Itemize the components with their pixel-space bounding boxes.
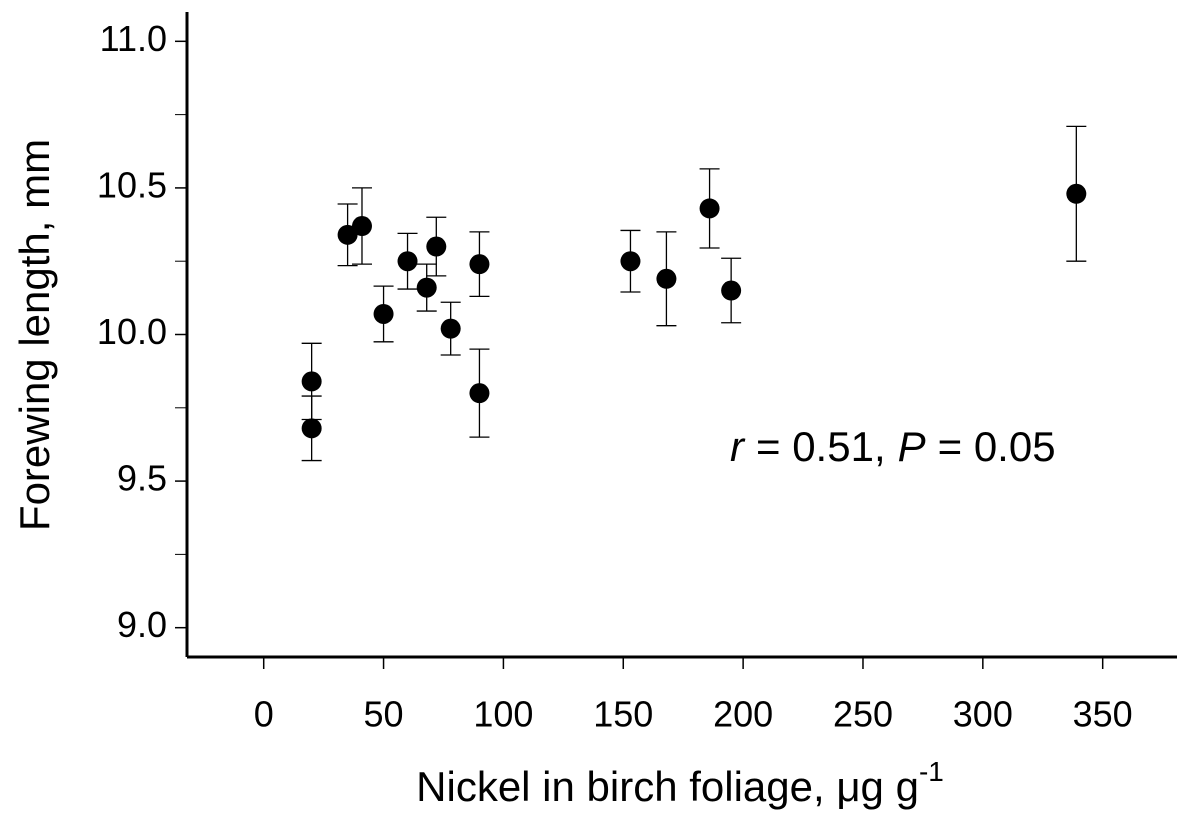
x-tick-label: 50 (364, 694, 404, 735)
y-tick-label: 11.0 (100, 18, 167, 59)
x-axis-label: Nickel in birch foliage, μg g-1 (416, 756, 944, 810)
annotation-r: r (730, 423, 746, 470)
x-tick-label: 250 (833, 694, 893, 735)
point (469, 254, 490, 275)
x-tick-label: 100 (473, 694, 533, 735)
point (656, 268, 677, 289)
point (301, 418, 322, 439)
point (373, 303, 394, 324)
point (397, 251, 418, 272)
y-tick-label: 9.0 (117, 604, 167, 645)
x-label-sup: -1 (919, 756, 944, 787)
point (469, 383, 490, 404)
point (440, 318, 461, 339)
point (1066, 183, 1087, 204)
x-tick-label: 300 (953, 694, 1013, 735)
y-tick-label: 10.5 (97, 164, 167, 205)
point (699, 198, 720, 219)
point (416, 277, 437, 298)
annotation-p: P (898, 423, 926, 470)
point (721, 280, 742, 301)
annotation: r = 0.51, P = 0.05 (730, 423, 1056, 470)
y-axis-label: Forewing length, mm (11, 139, 58, 531)
annotation-p-value: = 0.05 (938, 423, 1056, 470)
point (426, 236, 447, 257)
point (337, 224, 358, 245)
point (620, 251, 641, 272)
y-tick-label: 10.0 (97, 311, 167, 352)
x-label-text: Nickel in birch foliage, μg g (416, 763, 919, 810)
annotation-r-value: = 0.51, (756, 423, 886, 470)
point (301, 371, 322, 392)
x-tick-label: 200 (713, 694, 773, 735)
point (351, 216, 372, 237)
x-tick-label: 0 (254, 694, 274, 735)
x-tick-label: 350 (1073, 694, 1133, 735)
y-tick-label: 9.5 (117, 458, 167, 499)
x-tick-label: 150 (593, 694, 653, 735)
